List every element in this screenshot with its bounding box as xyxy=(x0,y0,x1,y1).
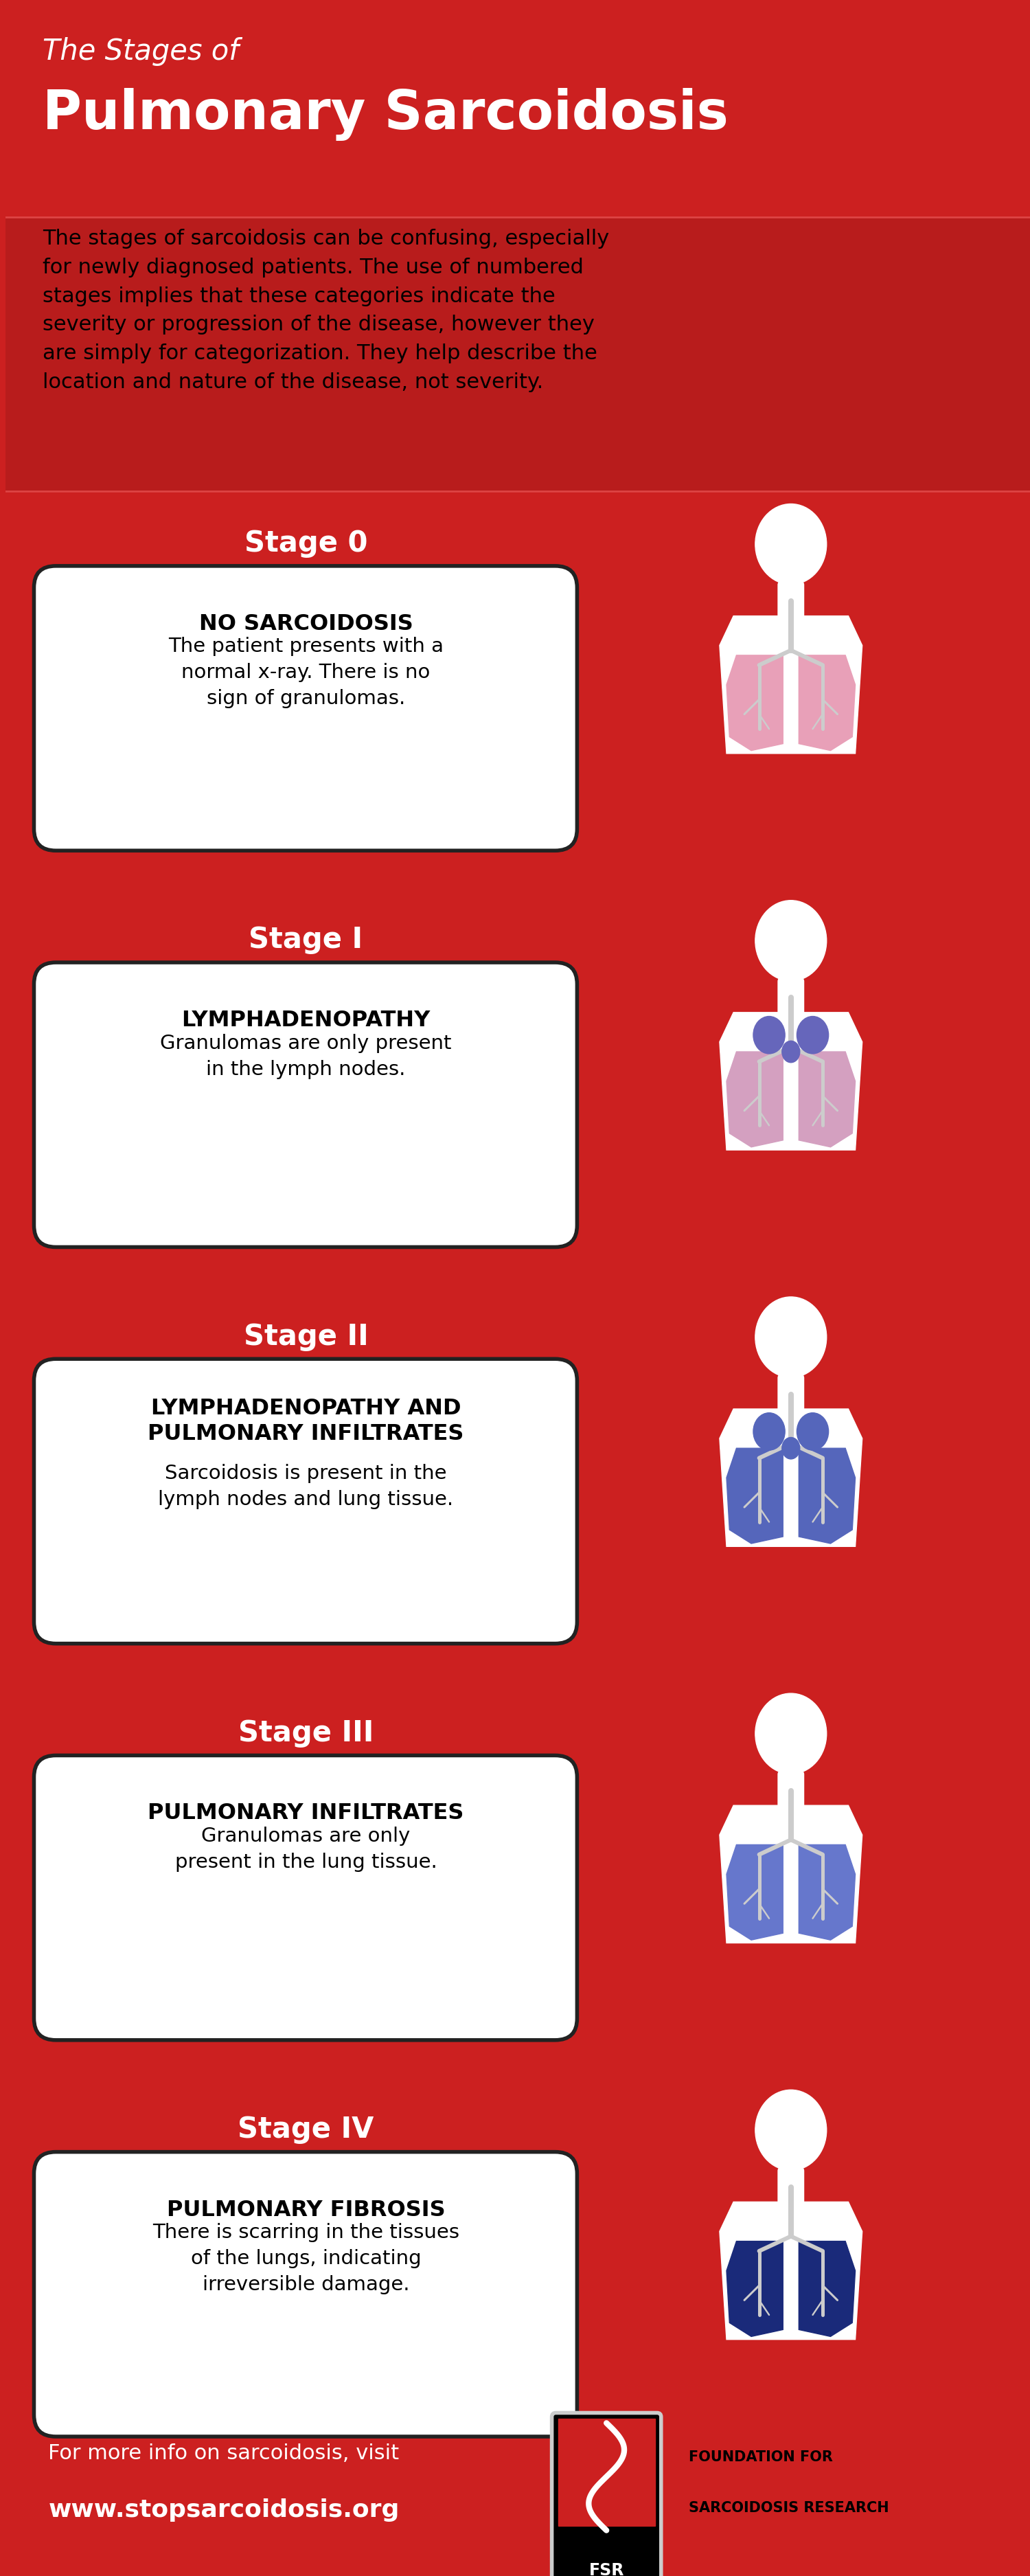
FancyBboxPatch shape xyxy=(552,2414,661,2576)
FancyBboxPatch shape xyxy=(778,582,803,618)
Ellipse shape xyxy=(797,1412,828,1450)
Polygon shape xyxy=(799,1844,855,1940)
Text: LYMPHADENOPATHY AND
PULMONARY INFILTRATES: LYMPHADENOPATHY AND PULMONARY INFILTRATE… xyxy=(147,1399,464,1445)
Polygon shape xyxy=(799,1051,855,1146)
Ellipse shape xyxy=(755,1692,826,1775)
FancyBboxPatch shape xyxy=(778,979,803,1015)
Text: The patient presents with a
normal x-ray. There is no
sign of granulomas.: The patient presents with a normal x-ray… xyxy=(168,636,444,708)
FancyBboxPatch shape xyxy=(34,2151,577,2437)
Text: NO SARCOIDOSIS: NO SARCOIDOSIS xyxy=(199,613,413,634)
Polygon shape xyxy=(720,2202,862,2339)
Text: Stage II: Stage II xyxy=(243,1321,369,1350)
Ellipse shape xyxy=(755,902,826,981)
FancyBboxPatch shape xyxy=(34,963,577,1247)
FancyBboxPatch shape xyxy=(778,1772,803,1808)
Text: FSR: FSR xyxy=(589,2563,624,2576)
Text: Stage 0: Stage 0 xyxy=(244,528,368,559)
Ellipse shape xyxy=(753,1018,785,1054)
Text: PULMONARY INFILTRATES: PULMONARY INFILTRATES xyxy=(147,1803,464,1824)
Polygon shape xyxy=(726,1448,783,1543)
Text: Granulomas are only present
in the lymph nodes.: Granulomas are only present in the lymph… xyxy=(160,1033,451,1079)
Text: Stage IV: Stage IV xyxy=(238,2115,374,2143)
Ellipse shape xyxy=(782,1437,800,1458)
Text: Pulmonary Sarcoidosis: Pulmonary Sarcoidosis xyxy=(43,88,728,142)
Text: The Stages of: The Stages of xyxy=(43,36,239,67)
Text: PULMONARY FIBROSIS: PULMONARY FIBROSIS xyxy=(167,2200,445,2221)
Ellipse shape xyxy=(782,1041,800,1061)
Bar xyxy=(558,2419,655,2527)
Text: Stage III: Stage III xyxy=(238,1718,374,1747)
FancyBboxPatch shape xyxy=(34,567,577,850)
Ellipse shape xyxy=(797,1018,828,1054)
Text: SARCOIDOSIS RESEARCH: SARCOIDOSIS RESEARCH xyxy=(688,2501,889,2514)
Text: There is scarring in the tissues
of the lungs, indicating
irreversible damage.: There is scarring in the tissues of the … xyxy=(152,2223,459,2295)
Text: www.stopsarcoidosis.org: www.stopsarcoidosis.org xyxy=(48,2499,400,2522)
Ellipse shape xyxy=(755,505,826,585)
FancyBboxPatch shape xyxy=(778,2166,803,2205)
Polygon shape xyxy=(799,654,855,750)
Ellipse shape xyxy=(753,1412,785,1450)
Text: FOUNDATION FOR: FOUNDATION FOR xyxy=(688,2450,832,2463)
Text: Granulomas are only
present in the lung tissue.: Granulomas are only present in the lung … xyxy=(175,1826,437,1873)
Polygon shape xyxy=(726,1844,783,1940)
Ellipse shape xyxy=(755,2089,826,2172)
FancyBboxPatch shape xyxy=(778,1376,803,1412)
Text: Stage I: Stage I xyxy=(249,925,363,956)
Text: For more info on sarcoidosis, visit: For more info on sarcoidosis, visit xyxy=(48,2445,400,2463)
Polygon shape xyxy=(720,1012,862,1149)
Polygon shape xyxy=(720,1806,862,1942)
Bar xyxy=(5,216,1030,492)
Polygon shape xyxy=(799,1448,855,1543)
Polygon shape xyxy=(726,2241,783,2336)
FancyBboxPatch shape xyxy=(34,1754,577,2040)
Ellipse shape xyxy=(755,1296,826,1378)
Polygon shape xyxy=(720,616,862,755)
Polygon shape xyxy=(726,654,783,750)
Text: Sarcoidosis is present in the
lymph nodes and lung tissue.: Sarcoidosis is present in the lymph node… xyxy=(159,1463,453,1510)
Text: The stages of sarcoidosis can be confusing, especially
for newly diagnosed patie: The stages of sarcoidosis can be confusi… xyxy=(43,229,610,392)
Polygon shape xyxy=(726,1051,783,1146)
Text: LYMPHADENOPATHY: LYMPHADENOPATHY xyxy=(181,1010,431,1030)
FancyBboxPatch shape xyxy=(34,1360,577,1643)
Polygon shape xyxy=(799,2241,855,2336)
Polygon shape xyxy=(720,1409,862,1546)
